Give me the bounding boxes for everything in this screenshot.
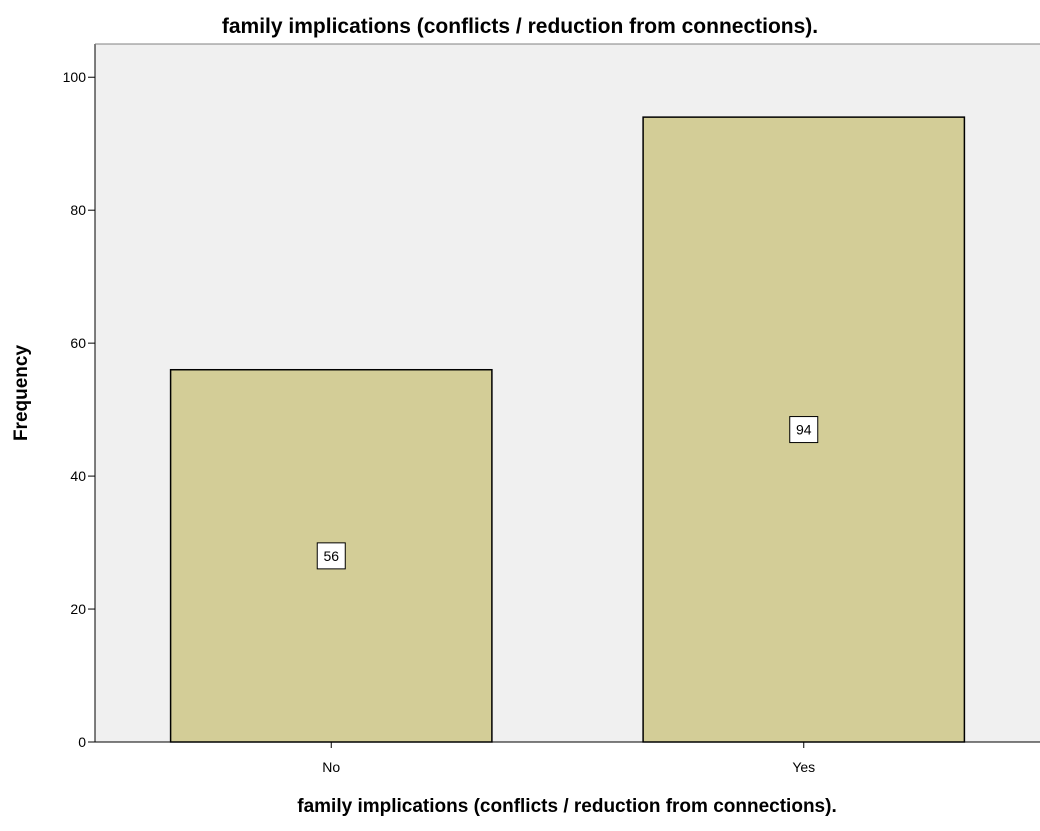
y-tick-label-60: 60 xyxy=(70,335,86,351)
x-axis-label: family implications (conflicts / reducti… xyxy=(297,796,836,817)
y-ticks-group: 0 20 40 60 80 100 xyxy=(63,69,95,750)
x-ticks-group: No Yes xyxy=(322,742,815,775)
x-tick-label-yes: Yes xyxy=(792,759,815,775)
y-tick-label-20: 20 xyxy=(70,601,86,617)
y-axis-label: Frequency xyxy=(11,345,32,442)
y-tick-label-100: 100 xyxy=(63,69,87,85)
y-tick-label-0: 0 xyxy=(78,734,86,750)
data-label-yes: 94 xyxy=(796,422,812,438)
x-tick-label-no: No xyxy=(322,759,340,775)
y-tick-label-40: 40 xyxy=(70,468,86,484)
data-label-box-no xyxy=(316,542,346,570)
data-label-box-yes xyxy=(789,416,819,444)
data-label-no: 56 xyxy=(323,548,339,564)
data-labels-group: 56 94 xyxy=(316,416,819,570)
y-tick-label-80: 80 xyxy=(70,202,86,218)
chart-title: family implications (conflicts / reducti… xyxy=(222,15,818,38)
